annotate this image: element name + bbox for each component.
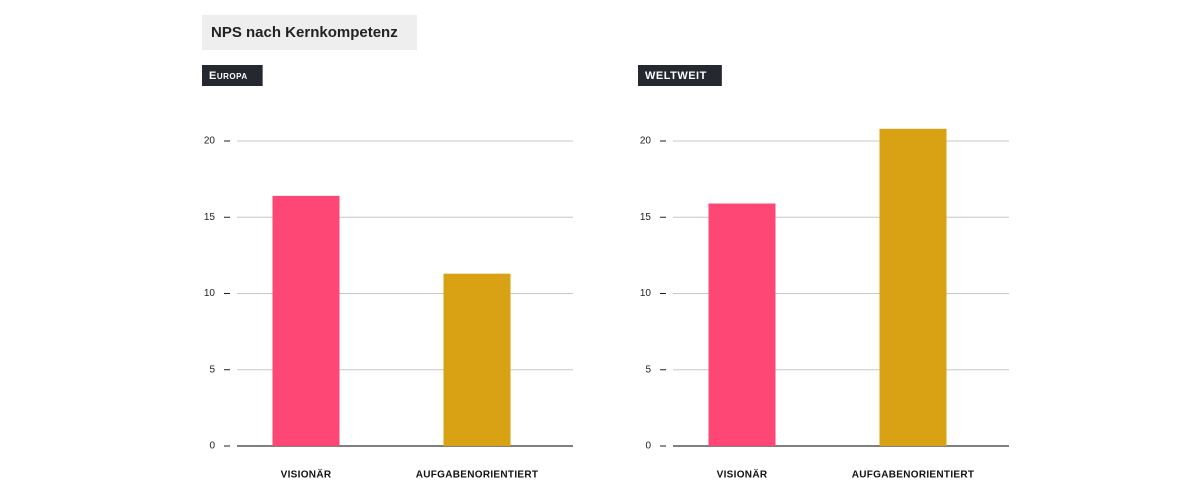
panel-label: WELTWEIT bbox=[645, 70, 707, 82]
y-tick-label: 0 bbox=[209, 441, 215, 452]
y-tick-label: 10 bbox=[640, 288, 652, 299]
y-tick-label: 15 bbox=[640, 212, 652, 223]
y-tick-label: 20 bbox=[640, 136, 652, 147]
bar bbox=[443, 273, 511, 446]
x-tick-label: AUFGABENORIENTIERT bbox=[416, 470, 539, 481]
page-title: NPS nach Kernkompetenz bbox=[211, 24, 398, 41]
panel-label-box bbox=[202, 65, 263, 86]
y-tick-label: 5 bbox=[645, 364, 651, 375]
panel-label: Europa bbox=[209, 70, 248, 82]
bar bbox=[708, 203, 776, 446]
y-tick-label: 0 bbox=[645, 441, 651, 452]
bar bbox=[879, 128, 947, 447]
y-tick-label: 5 bbox=[209, 364, 215, 375]
x-tick-label: AUFGABENORIENTIERT bbox=[852, 470, 975, 481]
bar bbox=[272, 195, 340, 446]
y-tick-label: 20 bbox=[204, 136, 216, 147]
x-tick-label: VISIONÄR bbox=[717, 468, 768, 481]
x-tick-label: VISIONÄR bbox=[281, 468, 332, 481]
title-box bbox=[202, 15, 417, 50]
panel-label-box bbox=[638, 65, 722, 86]
y-tick-label: 10 bbox=[204, 288, 216, 299]
y-tick-label: 15 bbox=[204, 212, 216, 223]
